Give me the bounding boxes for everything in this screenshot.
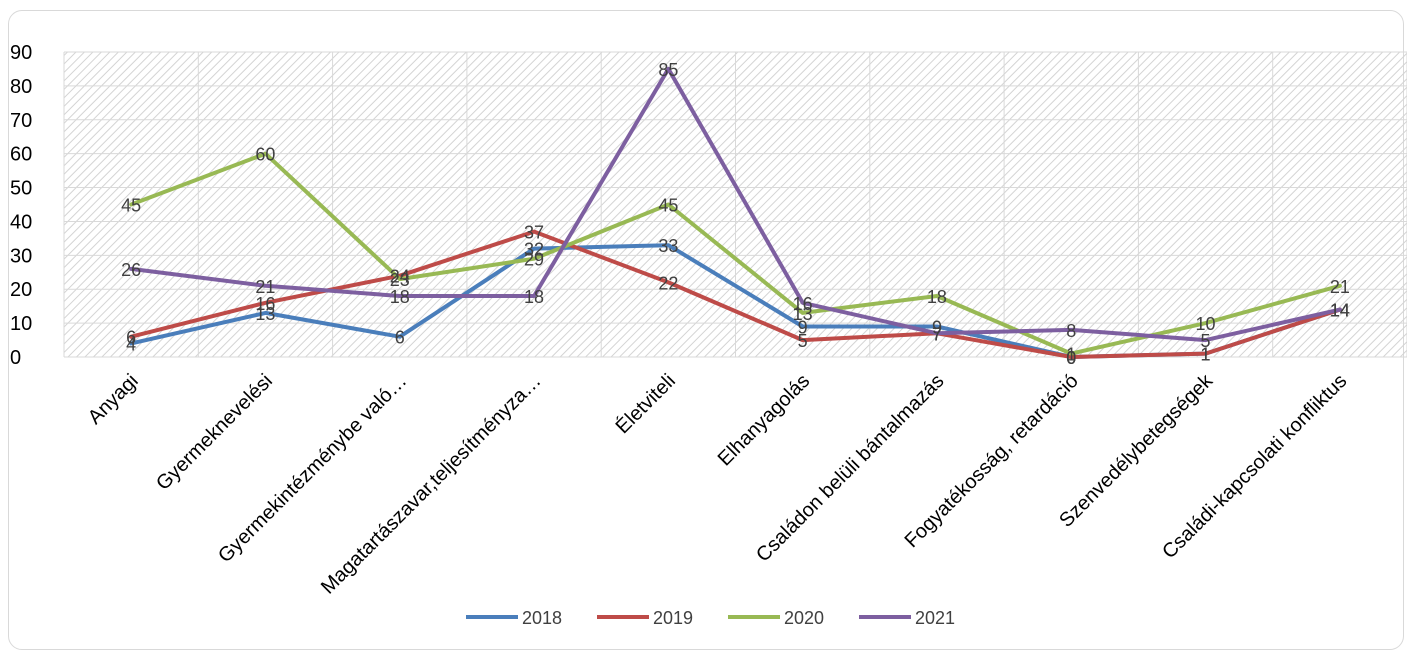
y-tick-label: 50	[10, 178, 32, 200]
data-label-2019: 37	[524, 223, 544, 243]
data-label-2019: 0	[1066, 348, 1076, 368]
data-label-2018: 32	[524, 240, 544, 260]
x-tick-label: Magatartászavar,teljesítményza…	[317, 370, 546, 599]
data-label-2020: 29	[524, 250, 544, 270]
data-label-2018: 6	[395, 328, 405, 348]
data-label-2019: 22	[658, 273, 678, 293]
gridlines	[63, 51, 1407, 358]
legend-label-2018: 2018	[522, 608, 562, 628]
x-axis-ticks: Anyagi GyermeknevelésiGyermekintézménybe …	[84, 369, 1352, 598]
data-label-2018: 1	[1201, 345, 1211, 365]
y-axis-ticks: 0 10 20 30 40 50 60 70 80 90	[10, 42, 32, 369]
data-label-2020: 60	[255, 145, 275, 165]
y-tick-label: 10	[10, 313, 32, 335]
data-label-2021: 21	[255, 277, 275, 297]
data-label-2020: 21	[1330, 277, 1350, 297]
data-label-2020: 23	[390, 270, 410, 290]
data-label-2018: 33	[658, 236, 678, 256]
x-tick-label: Anyagi	[84, 370, 143, 429]
legend-label-2020: 2020	[784, 608, 824, 628]
legend: 2018 2019 2020 2021	[466, 608, 955, 628]
data-label-2018: 0	[1066, 348, 1076, 368]
data-label-2018: 9	[932, 318, 942, 338]
data-label-2021: 7	[932, 324, 942, 344]
data-label-2020: 1	[1066, 345, 1076, 365]
data-label-2019: 6	[126, 328, 136, 348]
series-lines	[129, 66, 1342, 359]
y-tick-label: 90	[10, 42, 32, 64]
data-label-2021: 16	[793, 294, 813, 314]
data-label-2018: 14	[1330, 301, 1350, 321]
x-tick-label: Életviteli	[611, 369, 680, 438]
y-tick-label: 70	[10, 110, 32, 132]
data-label-2018: 4	[126, 334, 136, 354]
data-label-2019: 7	[932, 324, 942, 344]
series-line-2021	[129, 66, 1342, 343]
y-tick-label: 0	[10, 347, 21, 369]
x-tick-label: Gyermeknevelési	[152, 370, 277, 495]
data-label-2021: 8	[1066, 321, 1076, 341]
data-label-2021: 5	[1201, 331, 1211, 351]
data-label-2018: 9	[798, 318, 808, 338]
series-line-2020	[129, 151, 1342, 356]
data-label-2021: 85	[658, 60, 678, 80]
data-label-2021: 14	[1330, 301, 1350, 321]
x-tick-label: Elhanyagolás	[714, 370, 814, 470]
data-label-2021: 18	[524, 287, 544, 307]
data-label-2021: 26	[121, 260, 141, 280]
data-label-2020: 10	[1196, 314, 1216, 334]
y-tick-label: 80	[10, 76, 32, 98]
data-label-2020: 45	[121, 196, 141, 216]
data-label-2018: 13	[255, 304, 275, 324]
data-label-2019: 16	[255, 294, 275, 314]
y-tick-label: 60	[10, 144, 32, 166]
y-tick-label: 40	[10, 211, 32, 233]
data-label-2019: 1	[1201, 345, 1211, 365]
y-tick-label: 20	[10, 279, 32, 301]
x-tick-label: Szenvedélybetegségek	[1055, 369, 1218, 532]
data-label-2020: 45	[658, 196, 678, 216]
legend-label-2019: 2019	[653, 608, 693, 628]
data-label-2021: 18	[390, 287, 410, 307]
data-label-2020: 13	[793, 304, 813, 324]
data-label-2019: 5	[798, 331, 808, 351]
data-label-2019: 14	[1330, 301, 1350, 321]
data-label-2019: 24	[390, 267, 410, 287]
y-tick-label: 30	[10, 245, 32, 267]
legend-label-2021: 2021	[915, 608, 955, 628]
data-label-2020: 18	[927, 287, 947, 307]
